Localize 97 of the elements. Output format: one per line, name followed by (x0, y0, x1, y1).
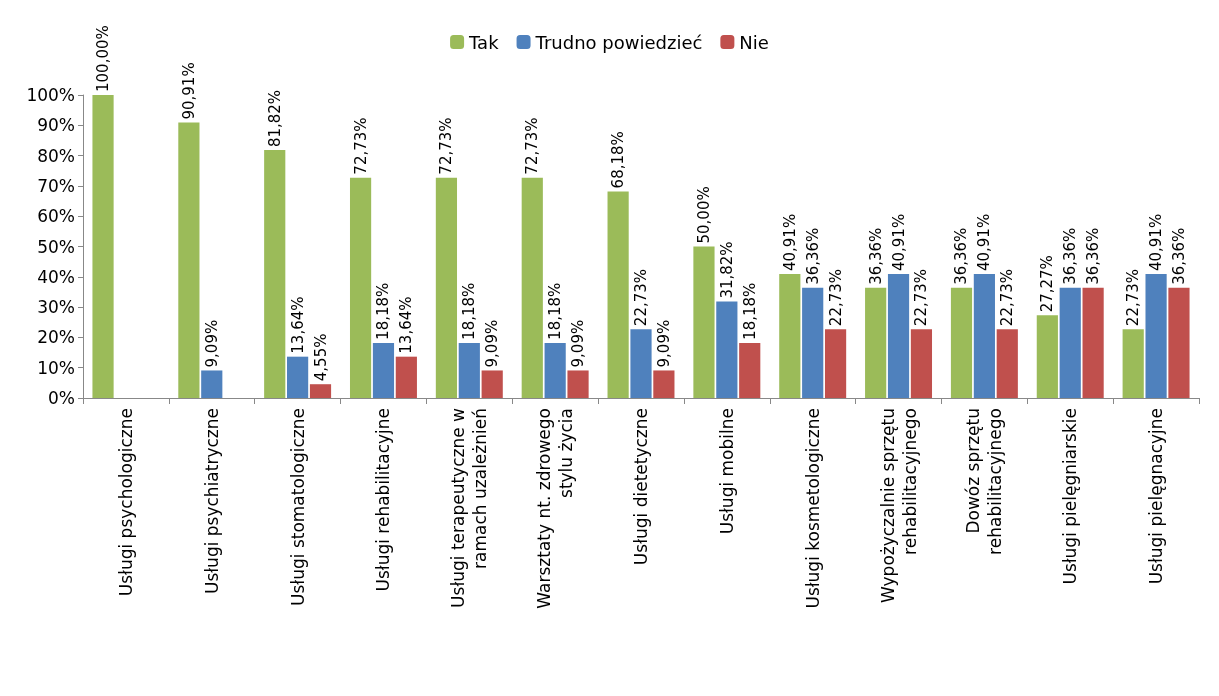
data-label: 50,00% (694, 186, 713, 244)
bar (607, 191, 629, 398)
bar (1036, 315, 1058, 398)
y-tick-label: 100% (26, 85, 75, 105)
data-label: 9,09% (654, 319, 673, 368)
bar (435, 177, 458, 398)
data-label: 22,73% (998, 268, 1017, 327)
x-tick-label: Usługi terapeutyczne w ramach uzależnień (448, 407, 491, 608)
bar (1122, 329, 1144, 398)
data-label: 72,73% (437, 117, 456, 175)
data-label: 36,36% (866, 227, 885, 285)
data-label: 36,36% (803, 227, 822, 285)
data-label: 22,73% (826, 268, 845, 327)
bar (887, 274, 910, 398)
bar (372, 342, 395, 398)
y-tick-label: 70% (37, 175, 75, 196)
data-label: 40,91% (975, 213, 994, 272)
data-label: 18,18% (374, 282, 393, 340)
x-tick-label: Usługi psychiatryczne (201, 408, 222, 595)
data-label: 40,91% (1147, 213, 1166, 272)
bar (521, 177, 543, 398)
y-tick-label: 10% (37, 357, 75, 378)
bar (544, 342, 566, 398)
data-label: 13,64% (288, 296, 307, 354)
bar (996, 329, 1018, 398)
x-tick-label: Usługi stomatologiczne (287, 408, 308, 606)
bar (653, 370, 675, 398)
bar (739, 342, 761, 398)
y-tick-label: 40% (37, 266, 75, 287)
data-label: 36,36% (1084, 227, 1103, 285)
bar (1145, 274, 1167, 398)
data-label: 18,18% (460, 282, 479, 340)
y-tick-label: 80% (37, 145, 75, 166)
data-label: 9,09% (569, 319, 588, 368)
bar (395, 356, 417, 398)
bar (458, 342, 480, 398)
bar (309, 384, 332, 398)
data-label: 36,36% (1169, 227, 1188, 285)
bar (630, 329, 652, 398)
bar (779, 274, 801, 398)
data-label: 18,18% (740, 282, 759, 340)
legend-label: Trudno powiedzieć (534, 31, 703, 53)
data-label: 100,00% (94, 25, 113, 92)
x-tick-label: Usługi pielęgnacyjne (1146, 408, 1167, 585)
x-tick-label: Usługi dietetyczne (631, 408, 651, 566)
legend-label: Tak (468, 31, 500, 53)
bar (824, 329, 847, 398)
data-label: 9,09% (483, 319, 502, 368)
bar (950, 287, 973, 398)
data-label: 9,09% (202, 319, 221, 368)
data-label: 22,73% (1124, 268, 1143, 327)
bar (716, 301, 738, 398)
bar (1059, 287, 1081, 398)
data-label: 36,36% (952, 227, 971, 285)
x-tick-label: Usługi rehabilitacyjne (373, 408, 394, 592)
bar (567, 370, 589, 398)
x-tick-label: Usługi pielęgniarskie (1060, 408, 1081, 585)
data-label: 72,73% (351, 117, 370, 175)
y-tick-label: 50% (37, 236, 75, 257)
bar (264, 150, 286, 398)
y-tick-label: 30% (37, 297, 75, 318)
data-label: 36,36% (1061, 227, 1080, 285)
bar (802, 287, 824, 398)
y-tick-label: 60% (37, 206, 75, 227)
y-tick-label: 0% (48, 388, 75, 408)
bar (481, 370, 503, 398)
legend-label: Nie (739, 31, 769, 53)
bar (287, 356, 309, 398)
bar (92, 95, 114, 398)
bar (865, 287, 887, 398)
bar (201, 370, 223, 398)
data-label: 40,91% (780, 213, 799, 272)
bar (178, 122, 200, 398)
data-label: 31,82% (717, 241, 736, 299)
bar (1082, 287, 1104, 398)
data-label: 13,64% (397, 296, 416, 354)
data-label: 18,18% (546, 282, 565, 340)
bar (693, 246, 715, 398)
bar (349, 177, 372, 398)
data-label: 90,91% (179, 62, 198, 120)
bar (973, 274, 995, 398)
x-tick-label: Usługi kosmetologiczne (802, 408, 823, 609)
data-label: 22,73% (632, 268, 650, 327)
y-tick-label: 20% (37, 327, 75, 348)
x-tick-label: Usługi psychologiczne (115, 408, 136, 597)
bar (1168, 287, 1190, 398)
data-label: 27,27% (1038, 255, 1057, 313)
data-label: 22,73% (912, 268, 931, 327)
data-label: 72,73% (523, 117, 542, 175)
y-tick-label: 90% (37, 115, 75, 136)
x-tick-label: Usługi mobilne (716, 408, 737, 535)
data-label: 81,82% (265, 89, 284, 148)
data-label: 40,91% (889, 213, 908, 272)
bar (910, 329, 933, 398)
data-label: 4,55% (311, 333, 330, 382)
data-label: 68,18% (609, 131, 628, 189)
x-tick-label: Wypożyczalnie sprzętu rehabilitacyjnego (877, 408, 920, 603)
